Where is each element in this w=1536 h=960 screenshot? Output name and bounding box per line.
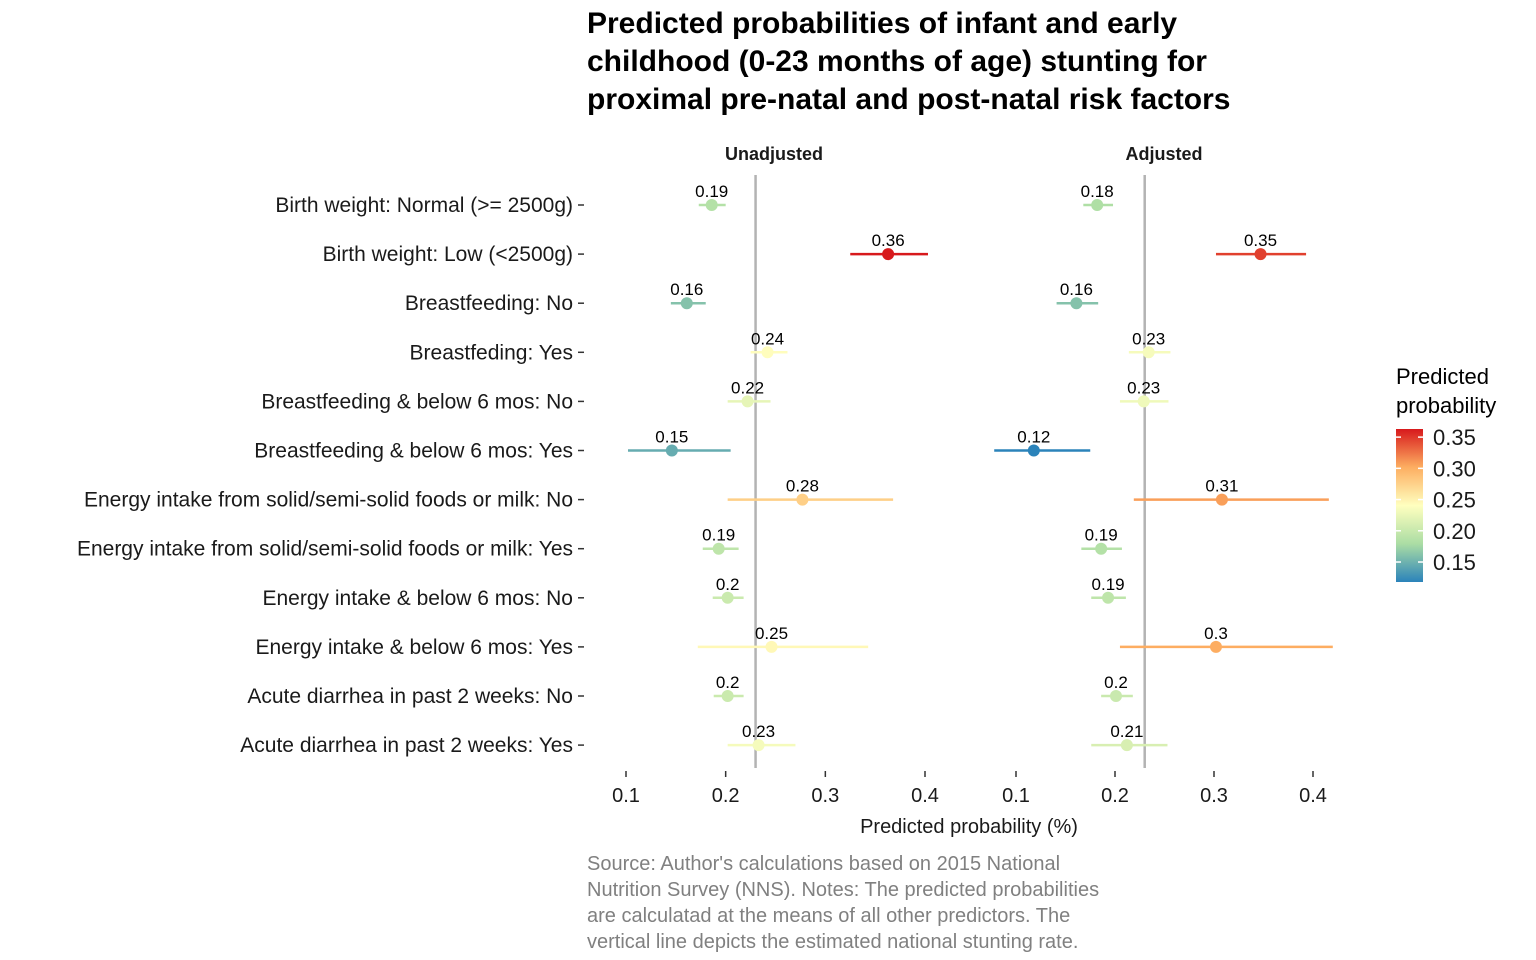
legend-tick-label: 0.30	[1433, 456, 1476, 481]
category-label: Acute diarrhea in past 2 weeks: Yes	[240, 734, 573, 757]
estimate-point	[665, 444, 678, 457]
estimate-point	[721, 591, 734, 604]
category-label: Energy intake from solid/semi-solid food…	[84, 489, 573, 512]
caption-line-1: Source: Author's calculations based on 2…	[587, 853, 1060, 875]
estimate-point	[1027, 444, 1040, 457]
legend-tick-label: 0.35	[1433, 425, 1476, 450]
x-tick-label: 0.1	[1002, 785, 1030, 807]
data-label: 0.35	[1244, 231, 1277, 250]
data-label: 0.2	[1104, 673, 1128, 692]
category-label: Birth weight: Normal (>= 2500g)	[275, 194, 573, 217]
estimate-point	[1209, 640, 1222, 653]
estimate-point	[1102, 591, 1115, 604]
legend-tick-label: 0.25	[1433, 488, 1476, 513]
legend-tick-label: 0.20	[1433, 519, 1476, 544]
estimate-point	[1254, 248, 1267, 261]
estimate-point	[1070, 297, 1083, 310]
chart-title-line-2: childhood (0-23 months of age) stunting …	[587, 45, 1207, 78]
estimate-point	[705, 199, 718, 211]
x-tick-label: 0.2	[1101, 785, 1129, 807]
estimate-point	[712, 542, 725, 555]
color-legend: Predicted probability 0.15 0.20 0.25 0.30 0.…	[1396, 364, 1496, 582]
data-label: 0.2	[716, 575, 740, 594]
panel-adjusted: 0.1 0.2 0.3 0.4 0.18 0.35 0.16 0.23 0.23 0.12 0.31…	[994, 175, 1333, 807]
data-label: 0.3	[1204, 624, 1228, 643]
panel-unadjusted: 0.1 0.2 0.3 0.4 0.19 0.36 0.16 0.24 0.22 0.15 0.28…	[612, 175, 939, 807]
estimate-point	[721, 690, 734, 702]
chart-caption: Source: Author's calculations based on 2…	[587, 853, 1099, 953]
category-label: Breastfeeding & below 6 mos: No	[261, 390, 573, 413]
chart-title: Predicted probabilities of infant and ea…	[587, 7, 1231, 116]
x-axis-title: Predicted probability (%)	[860, 816, 1078, 838]
caption-line-4: vertical line depicts the estimated nati…	[587, 931, 1078, 953]
legend-title-line-2: probability	[1396, 393, 1496, 418]
estimate-point	[1091, 199, 1104, 211]
x-tick-label: 0.2	[712, 785, 740, 807]
chart-title-line-3: proximal pre-natal and post-natal risk f…	[587, 83, 1231, 116]
chart-title-line-1: Predicted probabilities of infant and ea…	[587, 7, 1177, 40]
x-tick-label: 0.4	[1299, 785, 1327, 807]
x-tick-label: 0.3	[811, 785, 839, 807]
category-label: Breastfeeding & below 6 mos: Yes	[254, 440, 573, 463]
data-label: 0.19	[695, 182, 728, 201]
estimate-point	[1142, 346, 1155, 359]
estimate-point	[741, 395, 754, 408]
category-label: Energy intake & below 6 mos: Yes	[255, 636, 573, 659]
data-label: 0.19	[1085, 526, 1118, 545]
data-label: 0.22	[731, 378, 764, 397]
data-label: 0.28	[786, 477, 819, 496]
caption-line-2: Nutrition Survey (NNS). Notes: The predi…	[587, 879, 1099, 901]
facet-label-unadjusted: Unadjusted	[725, 144, 823, 164]
category-label: Energy intake & below 6 mos: No	[263, 587, 574, 610]
estimate-point	[1215, 493, 1228, 506]
data-label: 0.19	[702, 526, 735, 545]
category-label: Breastfeding: Yes	[410, 341, 573, 364]
estimate-point	[1109, 690, 1122, 702]
category-label: Birth weight: Low (<2500g)	[323, 243, 573, 266]
estimate-point	[796, 493, 809, 506]
estimate-point	[765, 640, 778, 653]
legend-colorbar	[1396, 429, 1423, 582]
x-tick-label: 0.3	[1200, 785, 1228, 807]
data-label: 0.21	[1110, 722, 1143, 741]
estimate-point	[1120, 739, 1133, 752]
data-label: 0.2	[716, 673, 740, 692]
estimate-point	[761, 346, 774, 359]
data-label: 0.12	[1017, 428, 1050, 447]
y-axis-category-labels: Birth weight: Normal (>= 2500g) Birth wei…	[77, 194, 584, 757]
data-label: 0.16	[1060, 280, 1093, 299]
caption-line-3: are calculatad at the means of all other…	[587, 905, 1070, 927]
data-label: 0.31	[1205, 477, 1238, 496]
facet-label-adjusted: Adjusted	[1125, 144, 1202, 164]
data-label: 0.18	[1081, 182, 1114, 201]
estimate-point	[752, 739, 765, 752]
estimate-point	[1137, 395, 1150, 408]
data-label: 0.23	[742, 722, 775, 741]
data-label: 0.25	[755, 624, 788, 643]
data-label: 0.23	[1127, 378, 1160, 397]
legend-title-line-1: Predicted	[1396, 364, 1489, 389]
estimate-point	[882, 248, 895, 261]
x-tick-label: 0.1	[612, 785, 640, 807]
legend-tick-label: 0.15	[1433, 550, 1476, 575]
estimate-point	[1095, 542, 1108, 555]
x-tick-label: 0.4	[911, 785, 939, 807]
category-label: Acute diarrhea in past 2 weeks: No	[247, 685, 573, 708]
category-label: Energy intake from solid/semi-solid food…	[77, 538, 573, 561]
data-label: 0.16	[670, 280, 703, 299]
estimate-point	[680, 297, 693, 310]
data-label: 0.36	[872, 231, 905, 250]
data-label: 0.19	[1092, 575, 1125, 594]
category-label: Breastfeeding: No	[405, 292, 573, 315]
data-label: 0.23	[1132, 329, 1165, 348]
data-label: 0.24	[751, 329, 784, 348]
data-label: 0.15	[655, 428, 688, 447]
